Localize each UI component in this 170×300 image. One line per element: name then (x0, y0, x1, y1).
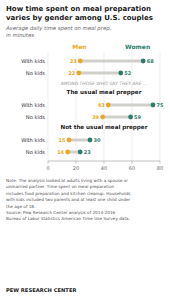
legend-entry: Women (125, 43, 150, 50)
data-label: 43 (98, 102, 105, 108)
dot (78, 150, 83, 155)
category-label: No kids (26, 149, 45, 155)
data-label: 59 (134, 114, 141, 120)
note-line: includes food preparation and kitchen cl… (6, 191, 131, 196)
tick (160, 161, 161, 164)
data-label: 30 (94, 137, 101, 143)
dot (76, 71, 81, 76)
note-line: unmarried partner. Time spent on meal pr… (6, 184, 114, 189)
data-label: 68 (147, 58, 154, 64)
grid-line (132, 53, 133, 161)
dot (151, 103, 156, 108)
grid-line (76, 53, 77, 161)
tick-label: 80 (157, 165, 163, 171)
data-label: 75 (157, 102, 164, 108)
annotation: The usual meal prepper (67, 89, 142, 96)
dot (128, 115, 133, 120)
tick (76, 161, 77, 164)
dot (118, 71, 123, 76)
footer: PEW RESEARCH CENTER (6, 287, 76, 293)
marks (65, 59, 155, 155)
note-line: Note: The analysis looked at adults livi… (6, 178, 128, 183)
dot (100, 115, 105, 120)
dot (141, 59, 146, 64)
subtitle-line: in minutes (6, 32, 34, 38)
dot (65, 150, 70, 155)
category-label: No kids (26, 114, 45, 120)
tick-label: 60 (129, 165, 135, 171)
data-label: 52 (124, 70, 131, 76)
title-line: varies by gender among U.S. couples (6, 14, 153, 22)
grid-line (48, 53, 49, 161)
title: How time spent on meal preparationvaries… (6, 5, 153, 22)
tick (104, 161, 105, 164)
category-label: With kids (21, 58, 45, 64)
note: Note: The analysis looked at adults livi… (6, 178, 131, 221)
connector (69, 139, 90, 142)
data-label: 15 (59, 137, 66, 143)
data-label: 14 (57, 149, 64, 155)
data-label: 23 (84, 149, 91, 155)
note-line: Source: Pew Research Center analysis of … (6, 210, 116, 215)
note-line: with kids included two parents and at le… (6, 197, 130, 202)
category-label: No kids (26, 70, 45, 76)
tick (48, 161, 49, 164)
data-label: 22 (68, 70, 75, 76)
chart: How time spent on meal preparationvaries… (0, 0, 170, 300)
note-line: Bureau of Labor Statistics American Time… (6, 216, 130, 221)
note-line: the age of 18. (6, 204, 35, 209)
data-label: 39 (92, 114, 99, 120)
dot (67, 138, 72, 143)
annotation: Not the usual meal prepper (61, 124, 148, 131)
dot (106, 103, 111, 108)
tick-label: 40 (101, 165, 107, 171)
tick-label: 20 (73, 165, 79, 171)
category-label: With kids (21, 137, 45, 143)
subtitle: Average daily time spent on meal prep,in… (5, 25, 112, 38)
tick-label: 0 (46, 165, 49, 171)
dot (78, 59, 83, 64)
connector (79, 72, 121, 75)
data-label: 23 (70, 58, 77, 64)
legend-entry: Men (72, 43, 86, 50)
tick (132, 161, 133, 164)
connector (103, 116, 131, 119)
title-line: How time spent on meal preparation (6, 5, 151, 13)
connector (80, 60, 143, 63)
connector (108, 104, 153, 107)
category-label: With kids (21, 102, 45, 108)
annotation: AMONG THOSE WHO SAY THEY ARE ... (60, 81, 147, 86)
dot (88, 138, 93, 143)
